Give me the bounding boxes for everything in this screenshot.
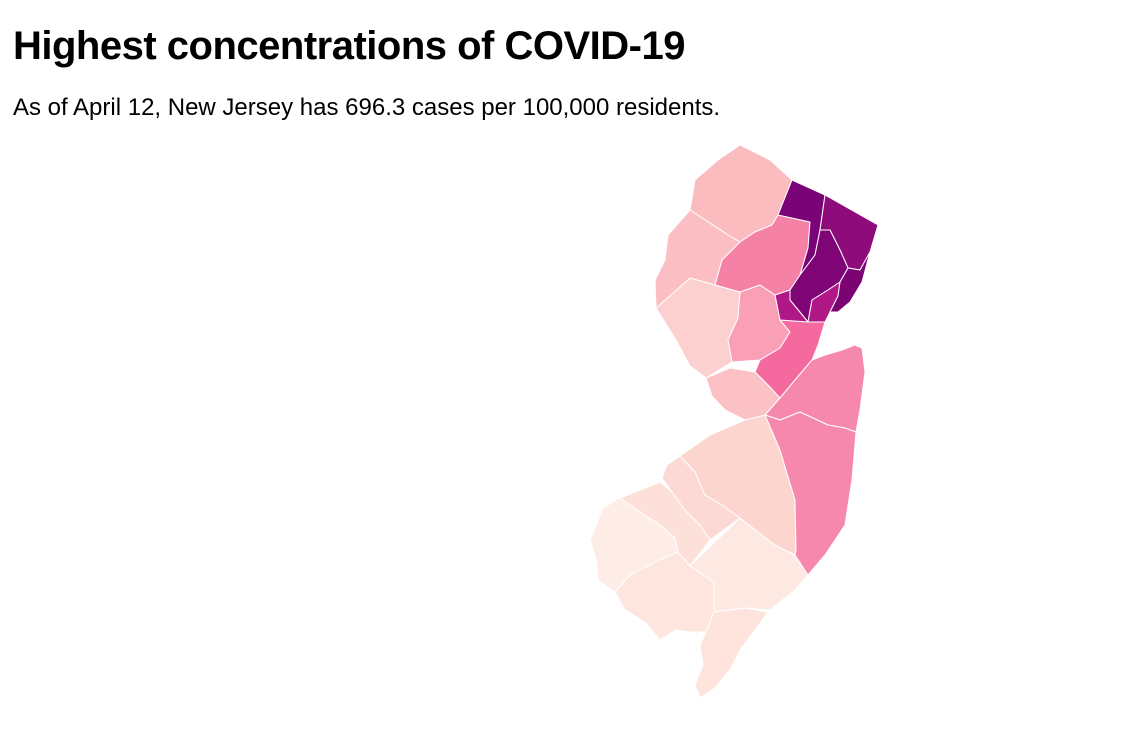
page-subtitle: As of April 12, New Jersey has 696.3 cas… [13,94,721,121]
page-title: Highest concentrations of COVID-19 [13,24,685,68]
county-hudson[interactable] [829,251,871,313]
county-ocean[interactable] [764,411,857,576]
